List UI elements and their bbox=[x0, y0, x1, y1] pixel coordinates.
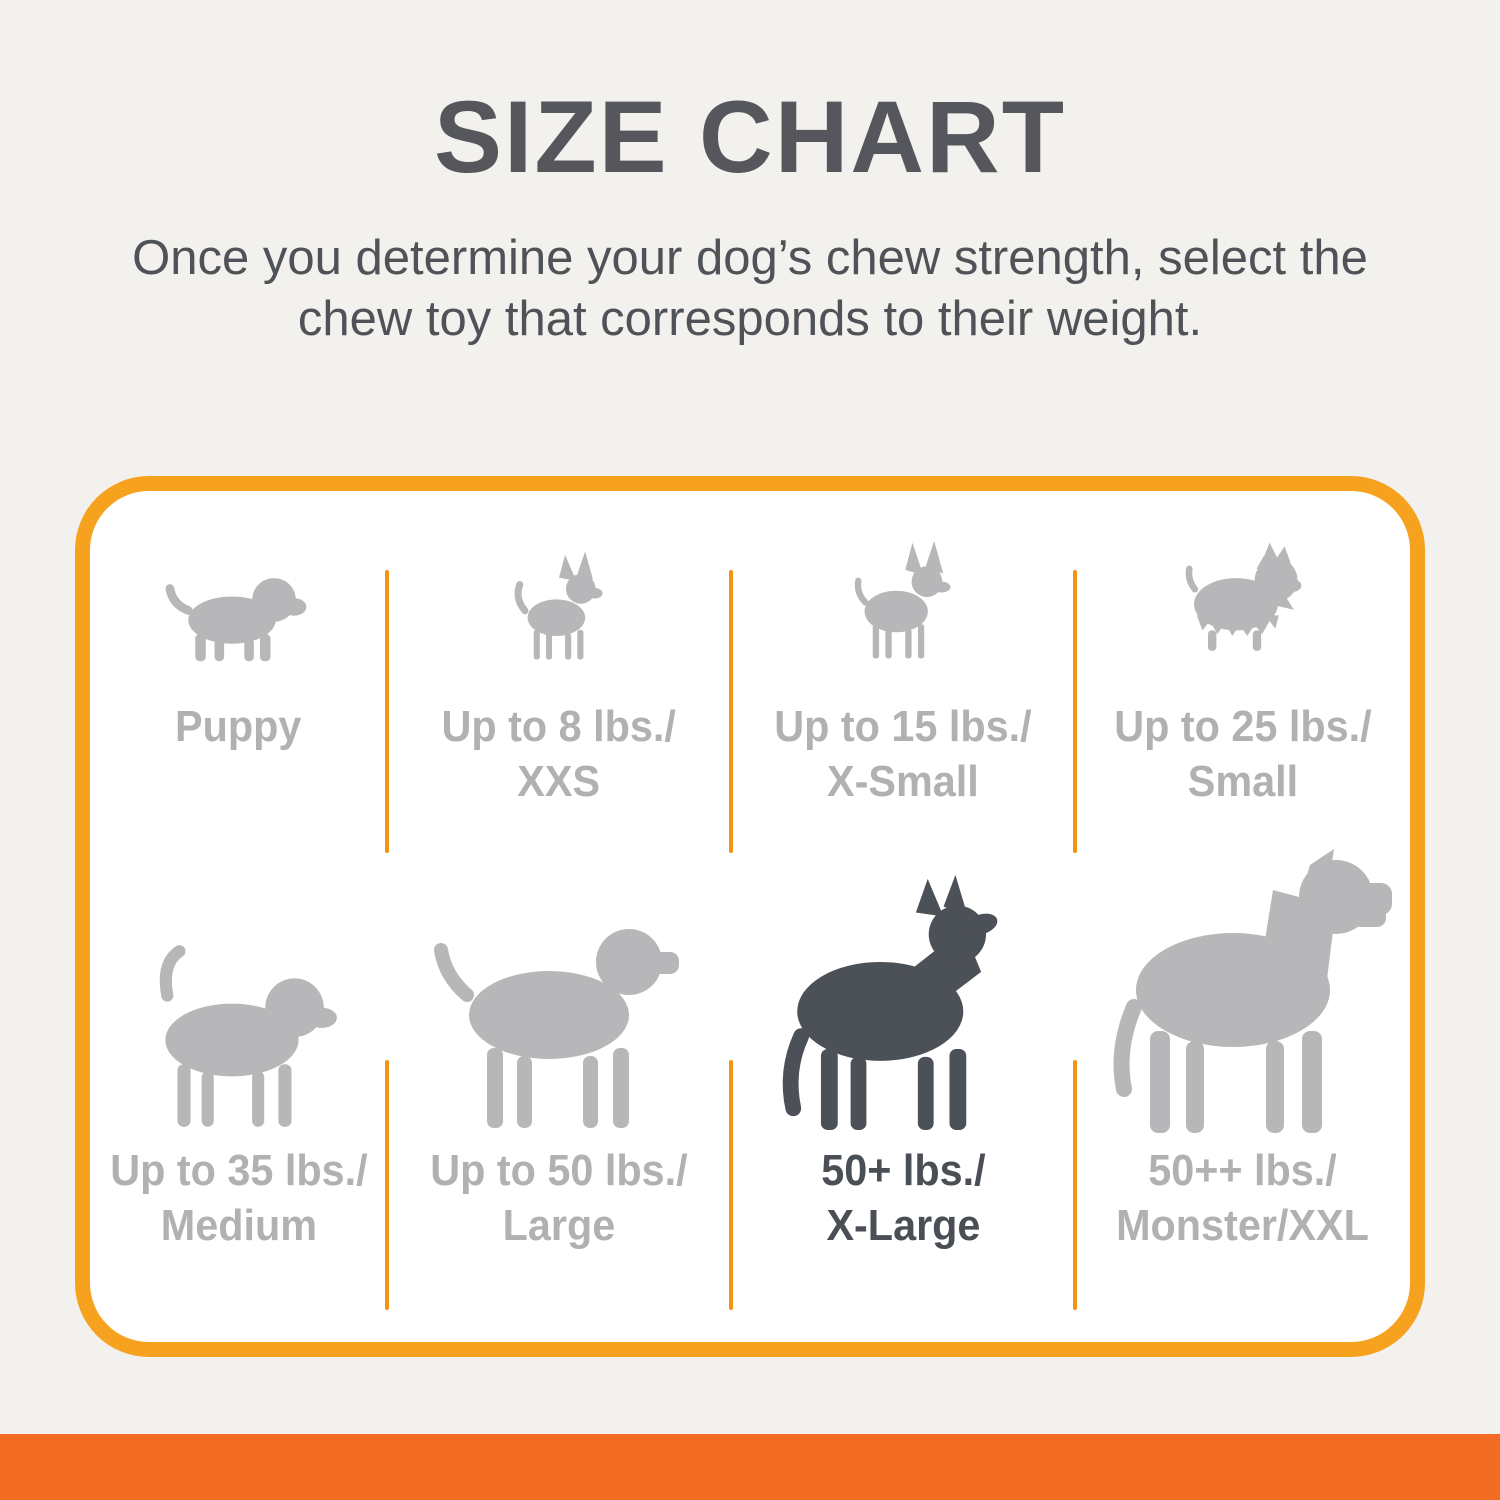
size-label-line-1: Up to 8 lbs./ bbox=[441, 702, 677, 751]
size-cell-xsmall: Up to 15 lbs./ X-Small bbox=[731, 491, 1075, 862]
size-label-line-1: Up to 35 lbs./ bbox=[109, 1146, 368, 1195]
page-subtitle: Once you determine your dog’s chew stren… bbox=[0, 228, 1500, 350]
size-chart-grid: Puppy bbox=[90, 491, 1410, 1342]
size-cell-medium: Up to 35 lbs./ Medium bbox=[90, 862, 387, 1342]
size-label-line-2: Small bbox=[1187, 757, 1298, 806]
column-divider bbox=[729, 570, 733, 853]
size-cell-large: Up to 50 lbs./ Large bbox=[387, 862, 731, 1342]
puppy-dog-icon bbox=[165, 491, 309, 663]
size-label-line-2: Medium bbox=[160, 1201, 317, 1250]
xsmall-dog-icon bbox=[851, 491, 955, 663]
shepherd-dog-silhouette bbox=[782, 874, 998, 1131]
greatdane-dog-icon bbox=[1087, 849, 1399, 1135]
page-title: SIZE CHART bbox=[434, 80, 1066, 194]
size-label-line-2: Monster/XXL bbox=[1116, 1201, 1369, 1250]
size-label-line-1: 50++ lbs./ bbox=[1148, 1146, 1337, 1195]
size-label-line-1: Up to 25 lbs./ bbox=[1113, 702, 1372, 751]
size-label-selected: 50+ lbs./ X-Large bbox=[821, 1143, 985, 1253]
size-label: Up to 8 lbs./ XXS bbox=[442, 699, 676, 809]
size-label-line-1: Puppy bbox=[175, 702, 302, 751]
chihuahua-dog-silhouette bbox=[514, 551, 603, 660]
size-cell-small: Up to 25 lbs./ Small bbox=[1075, 491, 1410, 862]
size-cell-puppy: Puppy bbox=[90, 491, 387, 862]
chihuahua-dog-icon bbox=[511, 491, 607, 663]
beagle-dog-silhouette bbox=[159, 945, 337, 1127]
size-label-line-1: Up to 50 lbs./ bbox=[430, 1146, 688, 1195]
subtitle-line-2: chew toy that corresponds to their weigh… bbox=[297, 292, 1203, 346]
terrier-dog-icon bbox=[1180, 491, 1306, 663]
size-label-line-1: 50+ lbs./ bbox=[820, 1146, 986, 1195]
size-label: Up to 15 lbs./ X-Small bbox=[774, 699, 1031, 809]
size-label-line-2: Large bbox=[502, 1201, 616, 1250]
column-divider bbox=[1073, 570, 1077, 853]
xsmall-dog-silhouette bbox=[854, 541, 951, 659]
greatdane-dog-silhouette bbox=[1113, 849, 1392, 1133]
labrador-dog-silhouette bbox=[433, 929, 679, 1128]
column-divider bbox=[385, 1060, 389, 1310]
size-cell-xxs: Up to 8 lbs./ XXS bbox=[387, 491, 731, 862]
beagle-dog-icon bbox=[133, 862, 345, 1135]
size-label-line-1: Up to 15 lbs./ bbox=[774, 702, 1032, 751]
size-label: 50++ lbs./ Monster/XXL bbox=[1116, 1143, 1369, 1253]
size-label: Up to 25 lbs./ Small bbox=[1114, 699, 1371, 809]
size-label-line-2: X-Large bbox=[825, 1201, 980, 1250]
size-label-line-2: XXS bbox=[517, 757, 601, 806]
size-label: Up to 35 lbs./ Medium bbox=[110, 1143, 367, 1253]
size-label: Up to 50 lbs./ Large bbox=[430, 1143, 687, 1253]
column-divider bbox=[385, 570, 389, 853]
size-label: Puppy bbox=[175, 699, 301, 754]
puppy-dog-silhouette bbox=[165, 578, 306, 662]
size-cell-monster-xxl: 50++ lbs./ Monster/XXL bbox=[1075, 849, 1410, 1342]
footer-accent-bar bbox=[0, 1434, 1500, 1500]
column-divider bbox=[729, 1060, 733, 1310]
labrador-dog-icon bbox=[433, 862, 682, 1135]
column-divider bbox=[1073, 1060, 1077, 1310]
size-cell-xlarge-selected: 50+ lbs./ X-Large bbox=[731, 862, 1075, 1342]
terrier-dog-silhouette bbox=[1185, 542, 1301, 651]
size-chart-panel: Puppy bbox=[75, 476, 1425, 1357]
subtitle-line-1: Once you determine your dog’s chew stren… bbox=[132, 231, 1368, 285]
shepherd-dog-icon bbox=[769, 862, 1037, 1135]
size-label-line-2: X-Small bbox=[827, 757, 979, 806]
